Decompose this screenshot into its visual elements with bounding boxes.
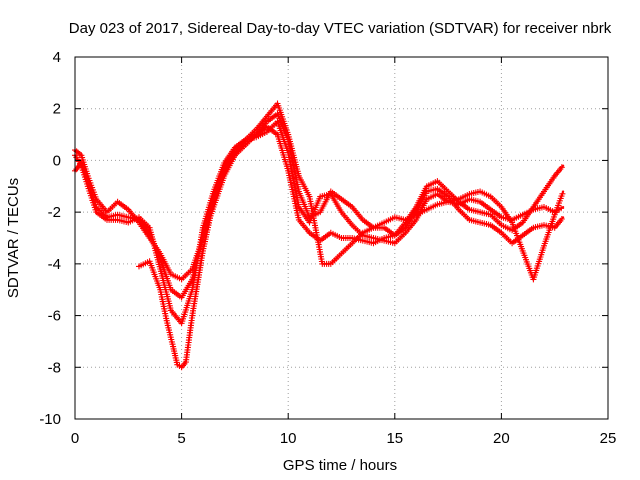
y-tick-label: -10 <box>39 411 61 428</box>
y-tick-label: -4 <box>48 256 61 273</box>
y-tick-label: 0 <box>53 152 61 169</box>
y-tick-label: 4 <box>53 49 61 66</box>
y-tick-label: -2 <box>48 204 61 221</box>
y-tick-label: -6 <box>48 308 61 325</box>
y-tick-label: 2 <box>53 101 61 118</box>
series-markers-day-3 <box>72 123 565 327</box>
x-tick-label: 15 <box>386 430 403 447</box>
y-axis-label: SDTVAR / TECUs <box>5 178 22 298</box>
data-marker-layer <box>72 100 566 371</box>
chart-title: Day 023 of 2017, Sidereal Day-to-day VTE… <box>69 20 612 37</box>
x-axis-label: GPS time / hours <box>283 457 397 474</box>
y-tick-label: -8 <box>48 359 61 376</box>
x-tick-label: 25 <box>600 430 617 447</box>
x-tick-label: 20 <box>493 430 510 447</box>
series-markers-day-2 <box>72 118 565 301</box>
x-tick-label: 10 <box>280 430 297 447</box>
series-markers-day-4 <box>136 100 566 371</box>
x-tick-label: 5 <box>177 430 185 447</box>
x-tick-label: 0 <box>71 430 79 447</box>
axis-ticks <box>74 56 609 420</box>
axis-tick-labels: 0 5 10 15 20 25 -10 -8 -6 -4 -2 0 2 4 <box>39 49 616 447</box>
plot-frame <box>74 56 609 420</box>
